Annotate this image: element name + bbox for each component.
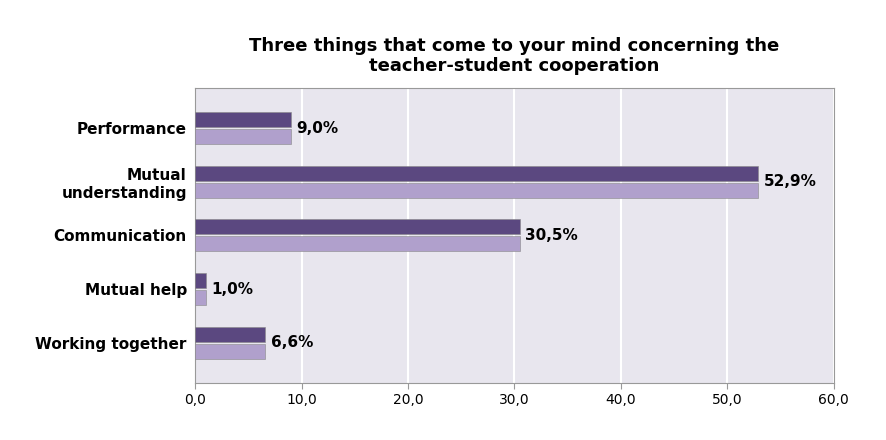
- Title: Three things that come to your mind concerning the
teacher-student cooperation: Three things that come to your mind conc…: [249, 37, 779, 75]
- Bar: [195, 273, 206, 288]
- Text: 1,0%: 1,0%: [211, 282, 253, 297]
- Bar: [195, 166, 758, 181]
- Bar: [195, 326, 265, 341]
- Bar: [195, 219, 519, 235]
- Text: 6,6%: 6,6%: [270, 335, 313, 350]
- Bar: [195, 344, 265, 359]
- Bar: [195, 290, 206, 305]
- Text: 9,0%: 9,0%: [296, 121, 338, 136]
- Bar: [195, 112, 291, 127]
- Bar: [195, 183, 758, 198]
- Text: 30,5%: 30,5%: [525, 228, 577, 243]
- Bar: [195, 129, 291, 144]
- Bar: [195, 236, 519, 252]
- Text: 52,9%: 52,9%: [763, 174, 815, 189]
